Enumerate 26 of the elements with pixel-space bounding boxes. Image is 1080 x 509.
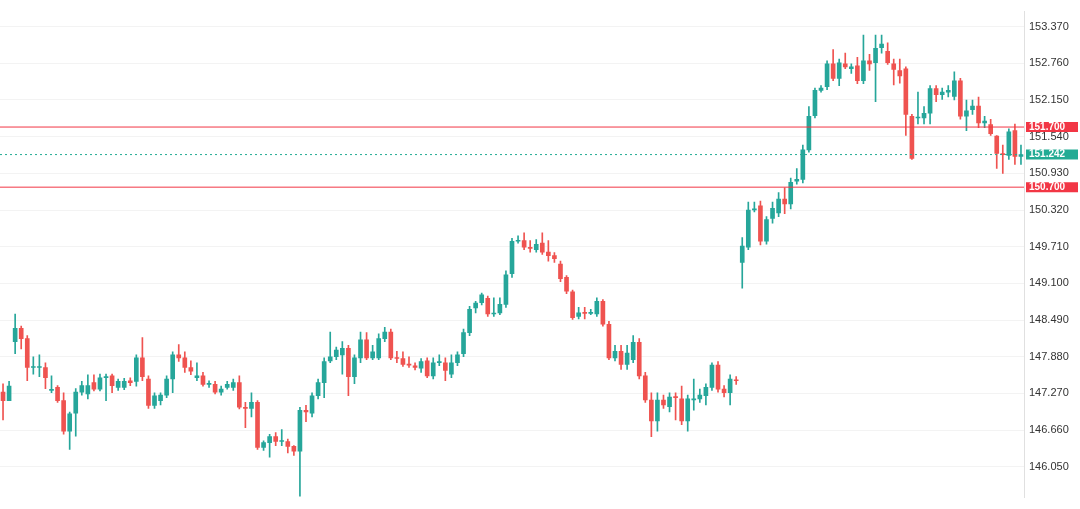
candlestick (582, 307, 588, 320)
y-tick-label: 150.930 (1029, 166, 1069, 179)
ref-line-label: 151.700 (1029, 120, 1066, 132)
y-tick-label: 146.050 (1029, 459, 1069, 472)
y-tick-label: 146.660 (1029, 423, 1069, 436)
y-tick-label: 149.100 (1029, 276, 1069, 289)
y-tick-label: 152.760 (1029, 56, 1069, 69)
ref-line-label: 150.700 (1029, 180, 1066, 192)
candlestick (794, 168, 800, 185)
y-tick-label: 151.540 (1029, 129, 1069, 142)
candlestick (733, 376, 739, 385)
candlestick (848, 63, 854, 74)
ref-line-label: 151.242 (1029, 148, 1066, 160)
y-tick-label: 150.320 (1029, 203, 1069, 216)
candlestick (394, 350, 400, 364)
candlestick (527, 240, 533, 253)
y-tick-label: 152.150 (1029, 93, 1069, 106)
y-tick-label: 147.880 (1029, 349, 1069, 362)
y-tick-label: 149.710 (1029, 239, 1069, 252)
candlestick (939, 87, 945, 100)
y-tick-label: 153.370 (1029, 19, 1069, 32)
y-tick-label: 147.270 (1029, 386, 1069, 399)
candlestick (279, 429, 285, 447)
candlestick (891, 58, 897, 86)
y-tick-label: 148.490 (1029, 313, 1069, 326)
candlestick (206, 380, 212, 388)
